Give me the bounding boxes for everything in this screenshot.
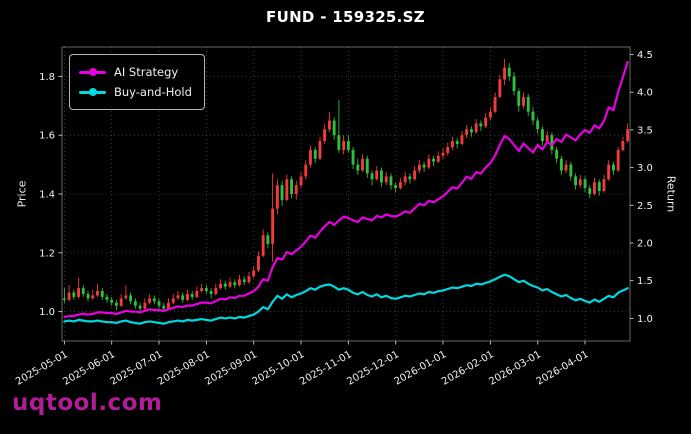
left-axis-ticks: 1.0 1.2 1.4 1.6 1.8 [39, 72, 62, 318]
right-tick-label: 3.0 [637, 163, 653, 174]
left-tick-label: 1.8 [39, 72, 55, 83]
buy-and-hold-line-marker-icon [79, 87, 106, 97]
gridlines [62, 47, 630, 341]
right-tick-label: 3.5 [637, 125, 653, 136]
x-tick-label: 2025-05-01 [14, 349, 70, 388]
right-tick-label: 2.5 [637, 201, 653, 212]
left-tick-label: 1.0 [39, 307, 55, 318]
buy-and-hold-line [63, 273, 629, 325]
x-tick-label: 2026-04-01 [535, 349, 591, 388]
ai-strategy-line [63, 60, 629, 318]
right-tick-label: 1.5 [637, 276, 653, 287]
watermark: uqtool.com [12, 390, 163, 416]
left-tick-label: 1.2 [39, 248, 55, 259]
ai-strategy-line-marker-icon [79, 67, 106, 77]
legend-item-buy-and-hold: Buy-and-Hold [79, 82, 192, 102]
x-tick-label: 2025-07-01 [109, 349, 165, 388]
legend-label-buy-and-hold: Buy-and-Hold [114, 85, 192, 99]
right-tick-label: 1.0 [637, 314, 653, 325]
x-tick-label: 2026-03-01 [487, 349, 543, 388]
legend: AI Strategy Buy-and-Hold [69, 54, 205, 110]
right-tick-label: 4.0 [637, 88, 653, 99]
x-tick-label: 2025-06-01 [61, 349, 117, 388]
legend-item-ai-strategy: AI Strategy [79, 62, 192, 82]
right-tick-label: 4.5 [637, 50, 653, 61]
x-tick-label: 2025-09-01 [203, 349, 259, 388]
x-tick-label: 2025-08-01 [156, 349, 212, 388]
x-tick-label: 2025-10-01 [251, 349, 307, 388]
x-tick-label: 2026-01-01 [393, 349, 449, 388]
left-tick-label: 1.6 [39, 131, 55, 142]
left-tick-label: 1.4 [39, 190, 55, 201]
chart-title: FUND - 159325.SZ [266, 8, 425, 26]
candlestick-series [62, 58, 630, 313]
left-axis-label: Price [15, 180, 29, 208]
right-axis-ticks: 1.0 1.5 2.0 2.5 3.0 3.5 4.0 4.5 [630, 50, 653, 325]
x-tick-label: 2025-12-01 [345, 349, 401, 388]
right-axis-label: Return [664, 175, 678, 213]
legend-label-ai-strategy: AI Strategy [114, 65, 179, 79]
x-axis-ticks: 2025-05-012025-06-012025-07-012025-08-01… [14, 341, 591, 388]
x-tick-label: 2025-11-01 [298, 349, 354, 388]
x-tick-label: 2026-02-01 [440, 349, 496, 388]
right-tick-label: 2.0 [637, 239, 653, 250]
